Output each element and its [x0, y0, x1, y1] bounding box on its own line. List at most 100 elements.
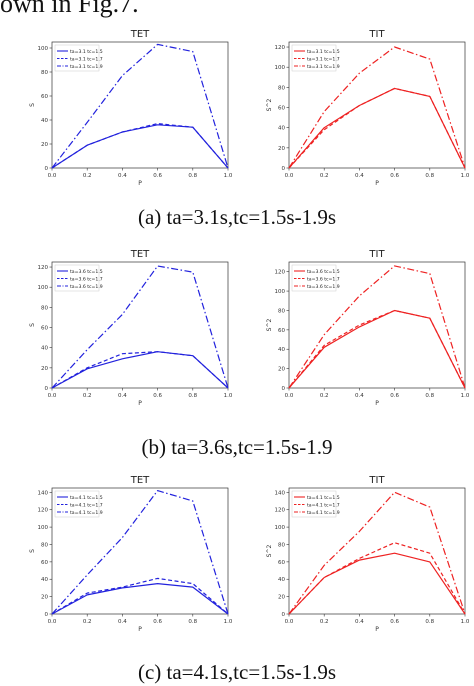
plot-frame — [51, 41, 229, 169]
x-tick-label: 0.0 — [285, 619, 294, 625]
y-tick-label: 80 — [41, 542, 48, 548]
x-tick-label: 0.0 — [48, 619, 57, 625]
x-axis-label: P — [138, 180, 142, 187]
x-axis-label: P — [375, 180, 379, 187]
x-tick-label: 0.6 — [390, 173, 399, 179]
chart-tit-c: TIT 0.0 0.2 0.4 0.6 0.8 1.0 0 20 40 60 80 100 120 140 P… — [266, 475, 470, 633]
x-tick-label: 0.8 — [425, 173, 434, 179]
y-tick-label: 0 — [282, 166, 286, 172]
y-tick-label: 0 — [282, 612, 286, 618]
x-tick-label: 0.0 — [48, 173, 57, 179]
y-tick-label: 60 — [278, 106, 285, 112]
series-line-3 — [288, 265, 466, 389]
series-line-2 — [288, 309, 466, 389]
y-tick-label: 80 — [278, 85, 285, 91]
x-tick-label: 0.8 — [425, 619, 434, 625]
chart-tet-c: TET 0.0 0.2 0.4 0.6 0.8 1.0 0 20 40 60 80 100 120 140 P… — [29, 475, 233, 633]
x-tick-label: 0.6 — [153, 393, 162, 399]
series-line-1 — [288, 309, 466, 389]
series-line-3 — [288, 491, 466, 615]
y-tick-label: 20 — [41, 595, 48, 601]
y-tick-label: 120 — [38, 265, 49, 271]
legend-entry: ta=3.1 tc=1.5 — [307, 49, 340, 55]
chart-tet-b: TET 0.0 0.2 0.4 0.6 0.8 1.0 0 20 40 60 80 100 120 P Sta… — [29, 249, 233, 407]
caption-a: (a) ta=3.1s,tc=1.5s-1.9s — [137, 205, 337, 229]
x-tick-label: 0.6 — [153, 619, 162, 625]
legend-entry: ta=3.6 tc=1.7 — [70, 276, 103, 282]
series-line-3 — [51, 265, 229, 389]
y-tick-label: 120 — [275, 508, 286, 514]
chart-title: TIT — [368, 29, 385, 40]
x-axis-label: P — [375, 400, 379, 407]
y-tick-label: 20 — [278, 595, 285, 601]
legend-entry: ta=4.1 tc=1.7 — [70, 502, 103, 508]
x-tick-label: 0.2 — [83, 619, 92, 625]
x-tick-label: 0.6 — [390, 619, 399, 625]
series-line-2 — [288, 87, 466, 169]
caption-b: (b) ta=3.6s,tc=1.5s-1.9 — [141, 435, 333, 459]
series-line-1 — [288, 552, 466, 615]
y-tick-label: 0 — [45, 166, 49, 172]
y-tick-label: 100 — [275, 289, 286, 295]
plot-frame — [51, 487, 229, 615]
series-line-3 — [288, 46, 466, 169]
x-tick-label: 1.0 — [461, 173, 470, 179]
y-axis-label: S^2 — [266, 98, 273, 111]
x-axis-label: P — [138, 400, 142, 407]
series-line-2 — [51, 577, 229, 615]
y-tick-label: 100 — [38, 285, 49, 291]
x-tick-label: 0.4 — [118, 173, 127, 179]
y-tick-label: 20 — [41, 142, 48, 148]
y-tick-label: 100 — [38, 525, 49, 531]
y-tick-label: 60 — [41, 326, 48, 332]
y-tick-label: 80 — [278, 542, 285, 548]
x-tick-label: 1.0 — [461, 619, 470, 625]
x-tick-label: 0.0 — [48, 393, 57, 399]
legend-entry: ta=4.1 tc=1.7 — [307, 502, 340, 508]
legend-entry: ta=3.6 tc=1.9 — [307, 284, 340, 290]
top-text-fragment: own in Fig.7. — [0, 0, 139, 18]
y-tick-label: 20 — [41, 366, 48, 372]
chart-title: TIT — [368, 475, 385, 486]
y-tick-label: 20 — [278, 146, 285, 152]
y-tick-label: 0 — [282, 386, 286, 392]
caption-c: (c) ta=4.1s,tc=1.5s-1.9s — [137, 660, 337, 684]
legend-entry: ta=4.1 tc=1.5 — [70, 495, 103, 501]
y-axis-label: S — [29, 549, 36, 553]
chart-tit-a: TIT 0.0 0.2 0.4 0.6 0.8 1.0 0 20 40 60 80 100 120 P S^2… — [266, 29, 470, 187]
y-tick-label: 120 — [275, 45, 286, 51]
series-line-1 — [51, 351, 229, 389]
legend-entry: ta=4.1 tc=1.9 — [307, 510, 340, 516]
x-tick-label: 0.4 — [355, 173, 364, 179]
y-tick-label: 60 — [278, 328, 285, 334]
y-tick-label: 80 — [278, 308, 285, 314]
series-line-1 — [51, 124, 229, 169]
series-line-1 — [288, 87, 466, 169]
legend-entry: ta=3.6 tc=1.5 — [70, 269, 103, 275]
plot-frame — [288, 487, 466, 615]
series-line-1 — [51, 582, 229, 615]
legend-entry: ta=3.6 tc=1.7 — [307, 276, 340, 282]
series-line-2 — [51, 351, 229, 389]
y-tick-label: 0 — [45, 612, 49, 618]
x-tick-label: 1.0 — [461, 393, 470, 399]
x-tick-label: 0.8 — [188, 173, 197, 179]
y-tick-label: 40 — [278, 577, 285, 583]
x-tick-label: 0.2 — [320, 393, 329, 399]
y-tick-label: 140 — [38, 490, 49, 496]
legend-entry: ta=3.6 tc=1.9 — [70, 284, 103, 290]
x-tick-label: 0.6 — [390, 393, 399, 399]
legend-entry: ta=4.1 tc=1.9 — [70, 510, 103, 516]
y-axis-label: S — [29, 103, 36, 107]
x-tick-label: 1.0 — [224, 173, 233, 179]
x-tick-label: 0.2 — [320, 173, 329, 179]
chart-tit-b: TIT 0.0 0.2 0.4 0.6 0.8 1.0 0 20 40 60 80 100 120 P S^2… — [266, 249, 470, 407]
x-tick-label: 0.2 — [320, 619, 329, 625]
y-axis-label: S — [29, 323, 36, 327]
y-tick-label: 40 — [41, 346, 48, 352]
x-tick-label: 1.0 — [224, 619, 233, 625]
chart-title: TET — [130, 475, 150, 486]
x-tick-label: 0.8 — [188, 393, 197, 399]
y-tick-label: 120 — [38, 508, 49, 514]
y-tick-label: 40 — [41, 118, 48, 124]
